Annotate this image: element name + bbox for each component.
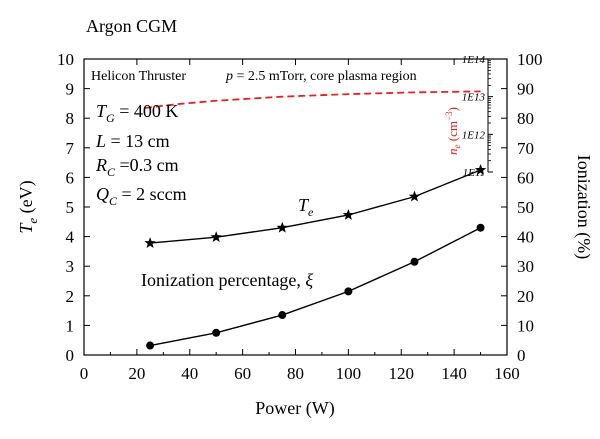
density-tick-label: 1E12 [462, 129, 486, 141]
te-series-line [150, 169, 481, 244]
y-left-tick-label: 4 [66, 228, 75, 247]
ionization-series-line [149, 227, 481, 347]
y-left-tick-label: 2 [66, 287, 75, 306]
y-left-tick-label: 7 [66, 139, 75, 158]
ionization-data-point [212, 328, 221, 337]
te-data-point [276, 221, 288, 233]
series-layer [144, 90, 487, 350]
density-series-line [144, 90, 481, 109]
x-tick-label: 140 [441, 364, 467, 383]
left-y-axis-label: Te (eV) [16, 180, 40, 233]
y-left-tick-label: 0 [66, 346, 75, 365]
param-length: L = 13 cm [95, 131, 170, 151]
te-data-point [342, 208, 355, 220]
y-right-tick-label: 10 [517, 316, 534, 335]
ionization-data-point [344, 287, 353, 296]
y-right-tick-label: 50 [517, 198, 534, 217]
x-tick-label: 20 [128, 364, 145, 383]
ionization-data-point [278, 311, 287, 320]
y-left-tick-label: 5 [66, 198, 75, 217]
density-tick-label: 1E14 [462, 54, 486, 66]
x-axis-label: Power (W) [255, 398, 334, 419]
te-data-point [144, 237, 156, 248]
param-gas-temperature: TG = 400 K [96, 101, 178, 125]
x-tick-label: 160 [494, 364, 520, 383]
param-flow-rate: QC = 2 sccm [96, 184, 187, 208]
ionization-data-point [476, 223, 485, 232]
x-axis: 0 20 40 60 80 100 120 140 160 [80, 59, 520, 383]
left-y-axis: 0 1 2 3 4 5 6 7 8 9 10 [57, 50, 90, 365]
y-left-tick-label: 6 [66, 168, 75, 187]
y-right-tick-label: 80 [517, 109, 534, 128]
ionization-data-point [146, 341, 155, 350]
y-left-tick-label: 9 [66, 80, 75, 99]
right-y-axis: 0 10 20 30 40 50 60 70 80 90 100 [501, 50, 543, 365]
y-right-tick-label: 0 [517, 346, 526, 365]
page-title: Argon CGM [86, 16, 178, 36]
te-data-point [408, 190, 421, 202]
x-tick-label: 40 [181, 364, 198, 383]
density-tick-label: 1E13 [462, 92, 486, 104]
x-tick-label: 100 [336, 364, 362, 383]
y-right-tick-label: 60 [517, 168, 534, 187]
ionization-series-label: Ionization percentage, ξ [141, 270, 313, 290]
ionization-data-point [410, 257, 419, 266]
y-left-tick-label: 3 [66, 257, 75, 276]
te-series-label: Te [298, 195, 314, 219]
device-label: Helicon Thruster [91, 69, 186, 84]
x-tick-label: 120 [389, 364, 415, 383]
te-data-point [210, 231, 222, 243]
y-left-tick-label: 10 [57, 50, 74, 69]
te-data-point [474, 164, 487, 175]
x-tick-label: 60 [234, 364, 251, 383]
y-left-tick-label: 8 [66, 109, 75, 128]
y-right-tick-label: 100 [517, 50, 543, 69]
x-tick-label: 80 [287, 364, 304, 383]
density-axis-label: ne (cm−3) [444, 107, 462, 155]
y-right-tick-label: 90 [517, 80, 534, 99]
y-right-tick-label: 40 [517, 228, 534, 247]
param-radius: RC =0.3 cm [95, 155, 179, 179]
x-tick-label: 0 [80, 364, 89, 383]
y-left-tick-label: 1 [66, 316, 75, 335]
pressure-label: p = 2.5 mTorr, core plasma region [225, 69, 417, 84]
y-right-tick-label: 70 [517, 139, 534, 158]
y-right-tick-label: 30 [517, 257, 534, 276]
right-y-axis-label: Ionization (%) [573, 155, 594, 259]
y-right-tick-label: 20 [517, 287, 534, 306]
